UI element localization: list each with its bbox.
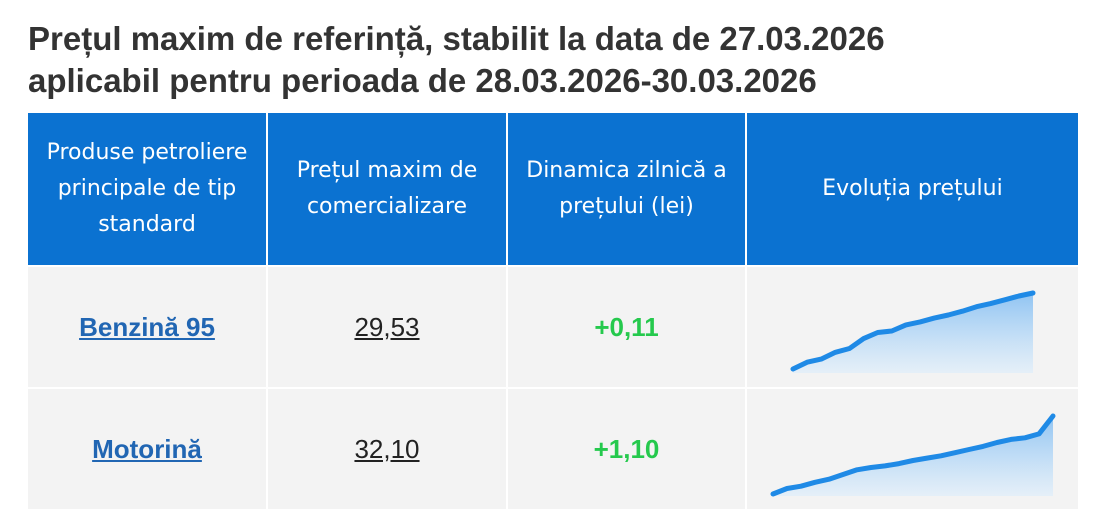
product-cell: Motorină	[28, 387, 267, 509]
fuel-price-table: Produse petroliere principale de tip sta…	[28, 113, 1078, 509]
sparkline-cell	[745, 387, 1078, 509]
max-price-value[interactable]: 29,53	[354, 311, 420, 342]
change-cell: +0,11	[506, 265, 746, 388]
price-cell: 29,53	[266, 265, 507, 388]
change-cell: +1,10	[506, 387, 746, 509]
title-line-2: aplicabil pentru perioada de 28.03.2026-…	[28, 62, 817, 99]
title-line-1: Prețul maxim de referință, stabilit la d…	[28, 20, 885, 57]
daily-change-value: +0,11	[594, 311, 659, 342]
product-cell: Benzină 95	[28, 265, 267, 388]
sparkline-cell	[745, 265, 1078, 388]
column-header-daily-change: Dinamica zilnică a prețului (lei)	[506, 113, 746, 266]
sparkline-line	[790, 290, 1036, 372]
product-link-motorina[interactable]: Motorină	[92, 433, 202, 464]
table-row: Motorină 32,10 +1,10	[28, 387, 1078, 509]
table-header-row: Produse petroliere principale de tip sta…	[28, 113, 1078, 266]
sparkline-area	[793, 293, 1033, 373]
column-header-product: Produse petroliere principale de tip sta…	[28, 113, 267, 266]
column-header-max-price: Prețul maxim de comercializare	[266, 113, 507, 266]
page-title: Prețul maxim de referință, stabilit la d…	[28, 18, 1088, 102]
price-sparkline-motorina	[770, 413, 1056, 496]
column-header-price-evolution: Evoluția prețului	[745, 113, 1078, 266]
product-link-benzina-95[interactable]: Benzină 95	[79, 311, 215, 342]
table-row: Benzină 95 29,53 +0,11	[28, 265, 1078, 388]
price-sparkline-benzina-95	[790, 290, 1036, 373]
price-cell: 32,10	[266, 387, 507, 509]
max-price-value[interactable]: 32,10	[354, 433, 420, 464]
daily-change-value: +1,10	[593, 433, 660, 464]
